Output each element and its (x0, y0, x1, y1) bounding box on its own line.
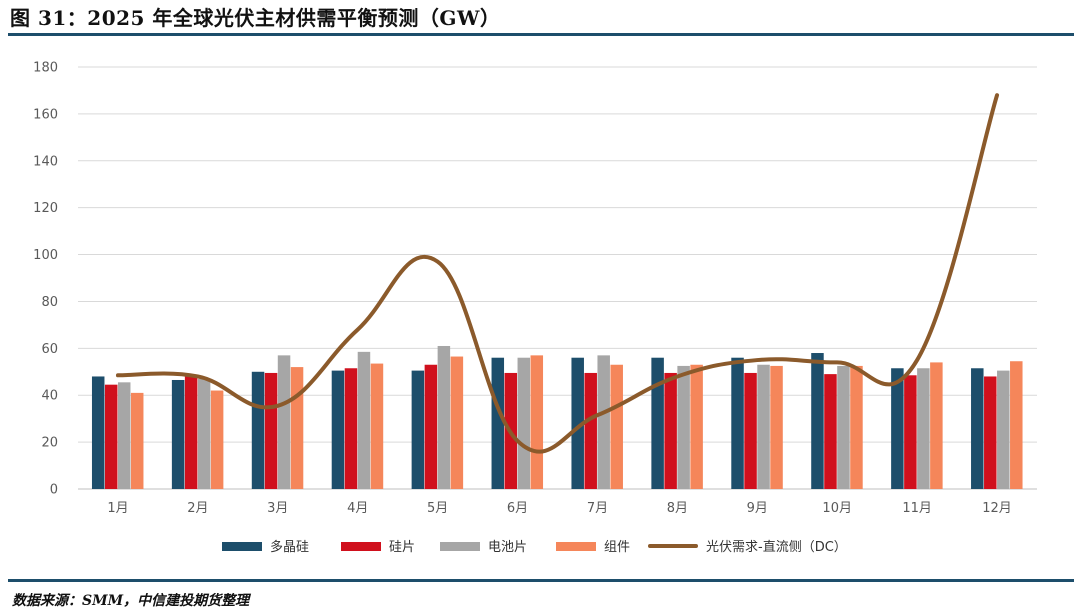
x-tick-label: 8月 (667, 501, 688, 516)
bar (370, 363, 384, 489)
bar (744, 372, 757, 489)
top-rule (8, 33, 1074, 36)
chart-title: 图 31：2025 年全球光伏主材供需平衡预测（GW） (10, 6, 501, 30)
bottom-rule (8, 579, 1074, 582)
bar (904, 375, 917, 489)
bar (517, 357, 531, 489)
bar (104, 384, 118, 489)
bar (677, 365, 690, 489)
bar (690, 364, 703, 489)
bar (610, 364, 623, 489)
bar (277, 355, 291, 489)
bar (584, 372, 597, 489)
bar (811, 353, 824, 489)
x-tick-label: 6月 (507, 501, 528, 516)
legend-swatch (222, 542, 262, 551)
bar (171, 379, 185, 489)
bar (437, 345, 451, 489)
bar (917, 368, 930, 489)
bar (664, 372, 677, 489)
bar (130, 392, 144, 489)
bar (837, 365, 850, 489)
legend-label: 组件 (604, 540, 630, 555)
y-tick-label: 180 (33, 61, 58, 76)
x-tick-label: 5月 (427, 501, 448, 516)
legend-swatch (341, 542, 381, 551)
bar (850, 365, 863, 489)
bar (411, 370, 425, 489)
x-tick-label: 7月 (587, 501, 608, 516)
bar (530, 355, 544, 489)
demand-line (115, 93, 1000, 454)
legend-swatch (440, 542, 480, 551)
x-tick-label: 9月 (747, 501, 768, 516)
bar (597, 355, 610, 489)
bar (491, 357, 505, 489)
bar (91, 376, 105, 489)
y-tick-label: 40 (41, 389, 58, 404)
x-tick-label: 4月 (347, 501, 368, 516)
x-tick-label: 10月 (822, 501, 852, 516)
bar (651, 357, 664, 489)
bar (344, 368, 358, 489)
bars (91, 345, 1023, 489)
bar (770, 365, 783, 489)
y-tick-label: 140 (33, 154, 58, 169)
bar (757, 364, 770, 489)
bar (1010, 361, 1023, 489)
x-tick-label: 3月 (267, 501, 288, 516)
legend-label: 光伏需求-直流侧（DC） (706, 540, 847, 555)
bar (290, 367, 304, 489)
bar (971, 368, 984, 489)
x-tick-label: 1月 (107, 501, 128, 516)
bar (117, 382, 131, 489)
bar (930, 362, 943, 489)
legend-swatch (556, 542, 596, 551)
legend-label: 电池片 (488, 540, 527, 555)
y-tick-label: 0 (50, 483, 58, 498)
y-axis-ticks: 0 20 40 60 80 100 120 140 160 180 (33, 61, 58, 498)
bar (450, 356, 464, 489)
y-tick-label: 20 (41, 436, 58, 451)
x-tick-label: 11月 (902, 501, 932, 516)
legend: 多晶硅 硅片 电池片 组件 光伏需求-直流侧（DC） (222, 539, 847, 555)
bar (424, 364, 438, 489)
x-tick-label: 12月 (982, 501, 1012, 516)
bar (357, 351, 371, 489)
legend-label: 硅片 (389, 540, 415, 555)
legend-label: 多晶硅 (270, 539, 309, 555)
bar (571, 357, 584, 489)
bar (197, 378, 211, 489)
x-tick-label: 2月 (187, 501, 208, 516)
x-axis-ticks: 1月 2月 3月 4月 5月 6月 7月 8月 9月 10月 11月 12月 (107, 501, 1011, 516)
y-tick-label: 80 (41, 295, 58, 310)
bar (264, 372, 278, 489)
y-tick-label: 100 (33, 248, 58, 263)
y-tick-label: 60 (41, 342, 58, 357)
demand-series-line (115, 93, 1000, 454)
bar (984, 376, 997, 489)
bar (891, 368, 904, 489)
bar (184, 376, 198, 489)
y-tick-label: 160 (33, 107, 58, 122)
bar (824, 374, 837, 489)
source-note: 数据来源：SMM，中信建投期货整理 (12, 593, 250, 609)
bar (997, 370, 1010, 489)
bar (331, 370, 345, 489)
bar (731, 357, 744, 489)
y-tick-label: 120 (33, 201, 58, 216)
bar (251, 371, 265, 489)
bar (210, 390, 224, 489)
